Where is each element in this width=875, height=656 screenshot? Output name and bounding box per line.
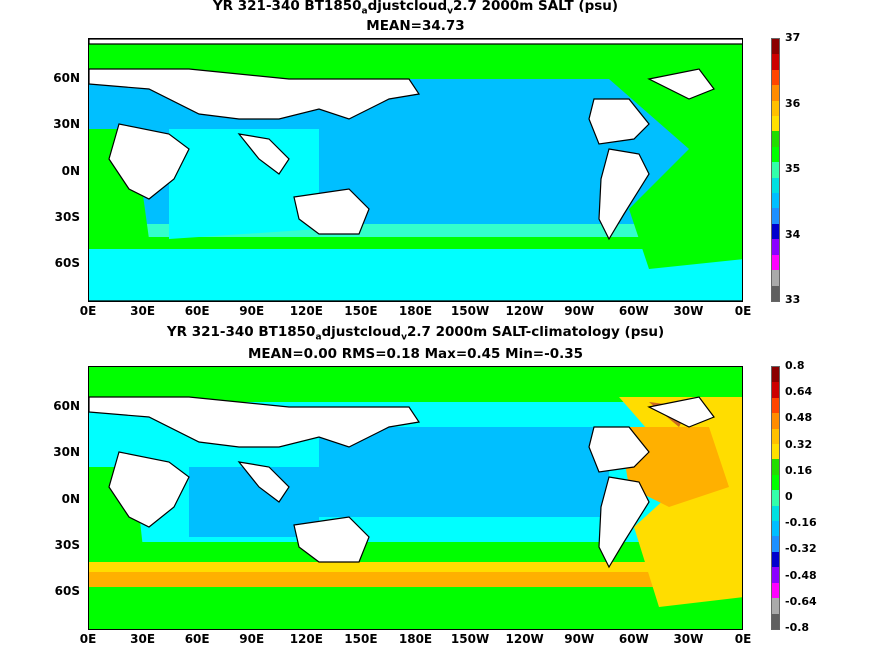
colorbar-segment	[772, 397, 779, 414]
panel2-title: YR 321-340 BT1850adjustcloudv2.7 2000m S…	[166, 324, 665, 343]
colorbar-segment	[772, 54, 779, 70]
panel2-lat-label: 30S	[54, 538, 80, 552]
panel2-subtitle: MEAN=0.00 RMS=0.18 Max=0.45 Min=-0.35	[247, 346, 584, 362]
colorbar-segment	[772, 162, 779, 178]
colorbar-segment	[772, 459, 779, 475]
colorbar-segment	[772, 536, 779, 552]
lon-label: 150E	[344, 632, 378, 646]
colorbar-segment	[772, 613, 779, 629]
colorbar-segment	[772, 131, 779, 147]
colorbar-segment	[772, 444, 779, 460]
lon-label: 30E	[130, 632, 156, 646]
panel2-lat-label: 60S	[54, 584, 80, 598]
lon-label: 0E	[734, 304, 752, 318]
colorbar-label: 0	[785, 490, 793, 503]
colorbar-segment	[772, 285, 779, 301]
colorbar-segment	[772, 551, 779, 568]
colorbar-segment	[772, 116, 779, 132]
colorbar-label: -0.16	[785, 516, 817, 530]
colorbar-segment	[772, 39, 779, 55]
colorbar-label: 0.32	[785, 437, 813, 451]
lon-label: 0E	[79, 304, 97, 318]
colorbar-segment	[772, 193, 779, 209]
colorbar-label: -0.8	[785, 621, 810, 634]
lon-label: 90W	[564, 632, 595, 646]
colorbar-label: 36	[785, 96, 801, 110]
colorbar-segment	[772, 270, 779, 286]
colorbar-segment	[772, 521, 779, 537]
colorbar-segment	[772, 223, 779, 240]
colorbar-segment	[772, 382, 779, 398]
panel2-lat-label: 0N	[61, 492, 80, 506]
lon-label: 120E	[289, 304, 323, 318]
colorbar-label: 0.16	[785, 463, 813, 477]
colorbar-segment	[772, 413, 779, 429]
panel2-map	[88, 366, 743, 630]
colorbar-label: -0.64	[785, 594, 817, 608]
colorbar-segment	[772, 428, 779, 445]
colorbar-label: 35	[785, 162, 801, 175]
colorbar-segment	[772, 505, 779, 522]
panel1-lat-label: 30S	[54, 210, 80, 224]
lon-label: 0E	[79, 632, 97, 646]
panel2-lat-label: 60N	[53, 399, 80, 413]
lon-label: 60E	[184, 632, 210, 646]
panel1-colorbar	[771, 38, 780, 302]
colorbar-segment	[772, 208, 779, 224]
lon-label: 60W	[618, 632, 649, 646]
panel1-lat-label: 30N	[53, 117, 80, 131]
colorbar-segment	[772, 367, 779, 383]
lon-label: 90W	[564, 304, 595, 318]
lon-label: 180E	[398, 632, 433, 646]
lon-label: 90E	[239, 632, 265, 646]
panel1-lat-label: 60S	[54, 256, 80, 270]
colorbar-label: 37	[785, 31, 801, 44]
panel1-lat-label: 60N	[53, 71, 80, 85]
lon-label: 180E	[398, 304, 433, 318]
colorbar-segment	[772, 582, 779, 599]
lon-label: 0E	[734, 632, 752, 646]
colorbar-segment	[772, 567, 779, 583]
colorbar-segment	[772, 146, 779, 163]
colorbar-label: 0.8	[785, 359, 805, 372]
colorbar-segment	[772, 474, 779, 491]
colorbar-segment	[772, 254, 779, 271]
lon-label: 30E	[130, 304, 156, 318]
colorbar-label: 0.64	[785, 385, 813, 399]
lon-label: 30W	[673, 304, 704, 318]
colorbar-segment	[772, 598, 779, 614]
lon-label: 30W	[673, 632, 704, 646]
colorbar-segment	[772, 239, 779, 255]
colorbar-label: 33	[785, 293, 801, 306]
lon-label: 120W	[505, 632, 544, 646]
lon-label: 60W	[618, 304, 649, 318]
panel2-colorbar	[771, 366, 780, 630]
lon-label: 150W	[450, 632, 490, 646]
lon-label: 60E	[184, 304, 210, 318]
panel2-lat-label: 30N	[53, 445, 80, 459]
colorbar-label: 34	[785, 227, 801, 241]
panel1-lat-label: 0N	[61, 164, 80, 178]
lon-label: 120W	[505, 304, 544, 318]
colorbar-label: -0.32	[785, 542, 817, 556]
lon-label: 150W	[450, 304, 490, 318]
lon-label: 150E	[344, 304, 378, 318]
colorbar-segment	[772, 100, 779, 117]
colorbar-segment	[772, 85, 779, 101]
colorbar-label: -0.48	[785, 568, 817, 582]
colorbar-segment	[772, 177, 779, 194]
lon-label: 120E	[289, 632, 323, 646]
panel1-map	[88, 38, 743, 302]
lon-label: 90E	[239, 304, 265, 318]
colorbar-label: 0.48	[785, 411, 813, 425]
panel1-title: YR 321-340 BT1850adjustcloudv2.7 2000m S…	[212, 0, 619, 17]
colorbar-segment	[772, 69, 779, 86]
colorbar-segment	[772, 490, 779, 506]
panel1-subtitle: MEAN=34.73	[366, 18, 465, 34]
